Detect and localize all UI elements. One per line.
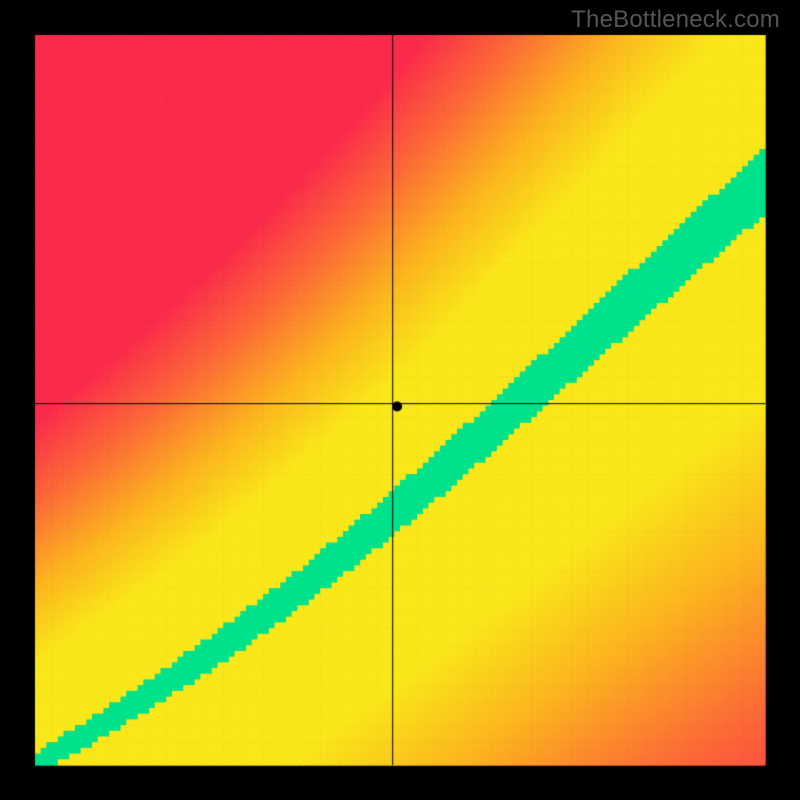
heatmap-canvas [0, 0, 800, 800]
watermark-text: TheBottleneck.com [571, 6, 780, 34]
chart-container: { "watermark": { "text": "TheBottleneck.… [0, 0, 800, 800]
